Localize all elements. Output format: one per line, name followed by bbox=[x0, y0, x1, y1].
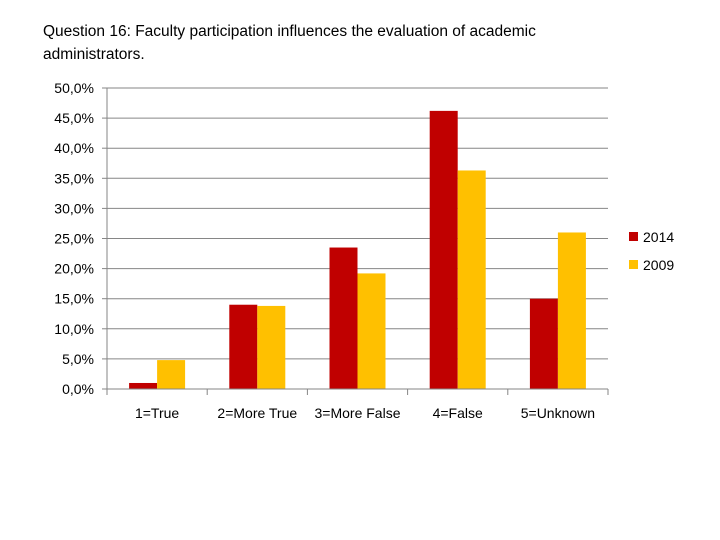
y-tick-label: 10,0% bbox=[54, 321, 94, 337]
x-axis-tick-labels: 1=True 2=More True 3=More False 4=False 5=Un… bbox=[135, 405, 595, 421]
x-tick-label: 5=Unknown bbox=[521, 405, 595, 421]
legend-label-2014: 2014 bbox=[643, 229, 674, 245]
y-tick-label: 5,0% bbox=[62, 351, 94, 367]
bar-2014-4 bbox=[429, 110, 458, 389]
bar-2014-5 bbox=[529, 298, 558, 389]
bar-2009-4 bbox=[457, 170, 486, 389]
x-tick-label: 4=False bbox=[433, 405, 483, 421]
legend-label-2009: 2009 bbox=[643, 257, 674, 273]
y-tick-label: 15,0% bbox=[54, 291, 94, 307]
bar-2009-2 bbox=[257, 305, 286, 389]
gridlines bbox=[107, 87, 608, 360]
bar-2014-2 bbox=[229, 304, 258, 389]
axes bbox=[102, 87, 609, 395]
y-tick-label: 20,0% bbox=[54, 261, 94, 277]
bar-2014-1 bbox=[129, 382, 158, 389]
bar-2009-3 bbox=[357, 273, 386, 389]
y-tick-label: 25,0% bbox=[54, 231, 94, 247]
legend-swatch-2014 bbox=[629, 232, 638, 241]
bars bbox=[129, 110, 586, 389]
y-tick-label: 45,0% bbox=[54, 110, 94, 126]
bar-2009-1 bbox=[157, 360, 186, 389]
y-axis-tick-labels: 0,0% 5,0% 10,0% 15,0% 20,0% 25,0% 30,0% 35,0% 40… bbox=[54, 80, 94, 397]
x-tick-label: 1=True bbox=[135, 405, 179, 421]
chart-title: Question 16: Faculty participation influ… bbox=[43, 23, 536, 63]
legend-swatch-2009 bbox=[629, 260, 638, 269]
bar-2014-3 bbox=[329, 247, 358, 389]
legend: 2014 2009 bbox=[629, 229, 674, 273]
y-tick-label: 50,0% bbox=[54, 80, 94, 96]
bar-2009-5 bbox=[557, 232, 586, 389]
y-tick-label: 30,0% bbox=[54, 200, 94, 216]
x-tick-label: 3=More False bbox=[315, 405, 401, 421]
x-tick-label: 2=More True bbox=[217, 405, 297, 421]
y-tick-label: 35,0% bbox=[54, 170, 94, 186]
y-tick-label: 0,0% bbox=[62, 381, 94, 397]
y-tick-label: 40,0% bbox=[54, 140, 94, 156]
